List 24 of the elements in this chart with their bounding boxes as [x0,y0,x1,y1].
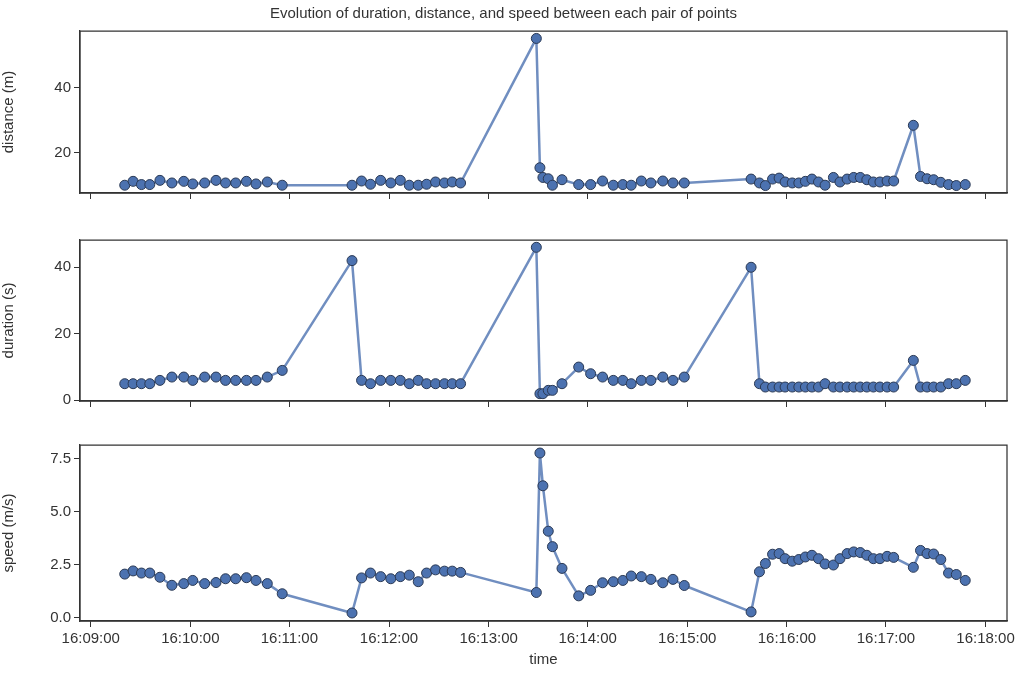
x-tick-label: 16:10:00 [161,629,220,647]
x-tick-label: 16:09:00 [61,629,120,647]
y-tick-label: 0.0 [50,607,71,625]
x-tick-label: 16:16:00 [757,629,817,647]
y-axis-title: distance (m) [0,70,17,154]
x-tick-label: 16:15:00 [658,629,717,647]
y-axis-title: speed (m/s) [0,493,17,573]
y-tick-label: 40 [54,257,71,275]
y-tick-label: 5.0 [50,501,71,519]
y-tick-label: 0 [62,390,71,408]
y-tick-label: 7.5 [50,449,71,467]
x-tick-label: 16:13:00 [459,629,518,647]
y-axis-title: duration (s) [0,282,17,359]
y-tick-label: 20 [54,142,71,160]
x-tick-label: 16:12:00 [359,629,419,647]
chart-title: Evolution of duration, distance, and speed between each pair of points [270,4,737,22]
x-tick-label: 16:14:00 [558,629,617,647]
y-tick-label: 20 [54,323,71,341]
x-axis-title: time [529,650,558,668]
x-tick-label: 16:11:00 [260,629,319,647]
x-tick-label: 16:17:00 [856,629,916,647]
y-tick-label: 40 [54,77,71,95]
x-tick-label: 16:18:00 [956,629,1015,647]
y-tick-label: 2.5 [50,554,71,572]
